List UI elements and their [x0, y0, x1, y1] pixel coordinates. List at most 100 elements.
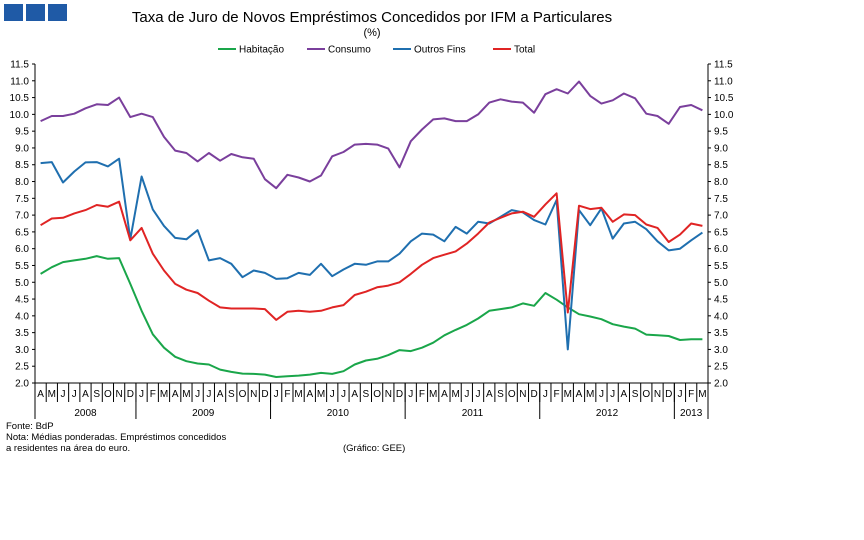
- y-tick-label: 10.5: [714, 93, 734, 104]
- x-tick-label: D: [261, 389, 268, 400]
- y-tick-label: 2.5: [15, 362, 29, 373]
- x-tick-label: D: [127, 389, 134, 400]
- series-lines: [40, 80, 703, 378]
- y-tick-label: 2.5: [714, 362, 728, 373]
- x-tick-label: S: [632, 389, 639, 400]
- x-tick-label: J: [139, 389, 144, 400]
- x-tick-label: S: [497, 389, 504, 400]
- y-tick-label: 8.5: [15, 160, 29, 171]
- x-tick-label: M: [317, 389, 325, 400]
- y-tick-label: 4.0: [714, 311, 728, 322]
- x-tick-label: J: [408, 389, 413, 400]
- x-tick-label: A: [37, 389, 44, 400]
- y-tick-label: 7.0: [714, 211, 728, 222]
- x-tick-label: D: [531, 389, 538, 400]
- legend-label-outros-fins: Outros Fins: [414, 45, 466, 56]
- x-tick-label: F: [284, 389, 290, 400]
- y-tick-label: 6.0: [714, 244, 728, 255]
- y-tick-label: 9.0: [15, 143, 29, 154]
- footnote-line-1: Nota: Médias ponderadas. Empréstimos con…: [6, 432, 227, 443]
- x-tick-label: N: [385, 389, 392, 400]
- x-tick-label: J: [476, 389, 481, 400]
- legend: Habitação Consumo Outros Fins Total: [218, 45, 535, 56]
- y-tick-label: 6.5: [15, 227, 29, 238]
- x-tick-label: A: [306, 389, 313, 400]
- y-tick-label: 3.0: [15, 345, 29, 356]
- y-tick-label: 10.5: [10, 93, 30, 104]
- x-tick-label: J: [610, 389, 615, 400]
- x-tick-label: J: [195, 389, 200, 400]
- legend-label-total: Total: [514, 45, 535, 56]
- y-tick-label: 7.5: [714, 194, 728, 205]
- x-tick-label: J: [464, 389, 469, 400]
- x-tick-label: F: [150, 389, 156, 400]
- y-tick-label: 4.0: [15, 311, 29, 322]
- x-tick-label: J: [543, 389, 548, 400]
- logo-block: [4, 4, 23, 21]
- x-tick-label: S: [93, 389, 100, 400]
- x-tick-label: M: [564, 389, 572, 400]
- x-tick-label: J: [330, 389, 335, 400]
- x-tick-label: O: [104, 389, 112, 400]
- y-tick-label: 8.0: [714, 177, 728, 188]
- x-tick-label: A: [621, 389, 628, 400]
- x-tick-label: F: [554, 389, 560, 400]
- series-line-consumo: [40, 80, 703, 190]
- x-tick-label: F: [419, 389, 425, 400]
- axes: 2.0 2.0 2.5 2.5 3.0 3.0 3.5 3.5 4.0 4.0 4.5 4.5 5.0 5…: [10, 60, 734, 419]
- y-tick-label: 8.0: [15, 177, 29, 188]
- y-tick-label: 9.5: [15, 127, 29, 138]
- x-tick-label: M: [294, 389, 302, 400]
- year-label: 2010: [327, 408, 350, 419]
- x-tick-label: S: [228, 389, 235, 400]
- y-tick-label: 3.5: [15, 328, 29, 339]
- x-tick-label: F: [688, 389, 694, 400]
- x-tick-label: N: [654, 389, 661, 400]
- logo: [4, 4, 67, 21]
- y-tick-label: 3.5: [714, 328, 728, 339]
- series-line-outros-fins: [40, 157, 703, 351]
- x-tick-label: J: [274, 389, 279, 400]
- year-label: 2012: [596, 408, 619, 419]
- chart-subtitle: (%): [363, 27, 380, 39]
- y-tick-label: 10.0: [714, 110, 734, 121]
- y-tick-label: 9.0: [714, 143, 728, 154]
- x-tick-label: N: [116, 389, 123, 400]
- year-label: 2008: [74, 408, 97, 419]
- x-tick-label: M: [160, 389, 168, 400]
- x-tick-label: O: [642, 389, 650, 400]
- y-tick-label: 7.5: [15, 194, 29, 205]
- source-note: Fonte: BdP: [6, 421, 54, 432]
- x-tick-label: M: [182, 389, 190, 400]
- y-tick-label: 4.5: [714, 295, 728, 306]
- x-tick-label: A: [576, 389, 583, 400]
- footnote-line-2: a residentes na área do euro.: [6, 443, 131, 454]
- legend-label-habitacao: Habitação: [239, 45, 284, 56]
- x-tick-label: M: [586, 389, 594, 400]
- y-tick-label: 11.5: [714, 60, 733, 71]
- x-tick-label: J: [341, 389, 346, 400]
- x-tick-label: A: [441, 389, 448, 400]
- y-tick-label: 6.0: [15, 244, 29, 255]
- x-tick-label: A: [82, 389, 89, 400]
- y-tick-label: 5.5: [15, 261, 29, 272]
- x-tick-label: J: [206, 389, 211, 400]
- x-tick-label: M: [48, 389, 56, 400]
- y-tick-label: 7.0: [15, 211, 29, 222]
- y-tick-label: 10.0: [10, 110, 30, 121]
- y-tick-label: 5.5: [714, 261, 728, 272]
- y-tick-label: 2.0: [15, 379, 29, 390]
- y-tick-label: 6.5: [714, 227, 728, 238]
- y-tick-label: 4.5: [15, 295, 29, 306]
- year-label: 2009: [192, 408, 215, 419]
- x-tick-label: D: [665, 389, 672, 400]
- x-tick-label: O: [373, 389, 381, 400]
- series-line-total: [40, 192, 703, 321]
- x-tick-label: N: [250, 389, 257, 400]
- year-label: 2011: [462, 408, 484, 419]
- x-tick-label: J: [599, 389, 604, 400]
- y-tick-label: 5.0: [15, 278, 29, 289]
- y-tick-label: 3.0: [714, 345, 728, 356]
- y-tick-label: 11.0: [10, 76, 29, 87]
- x-tick-label: A: [217, 389, 224, 400]
